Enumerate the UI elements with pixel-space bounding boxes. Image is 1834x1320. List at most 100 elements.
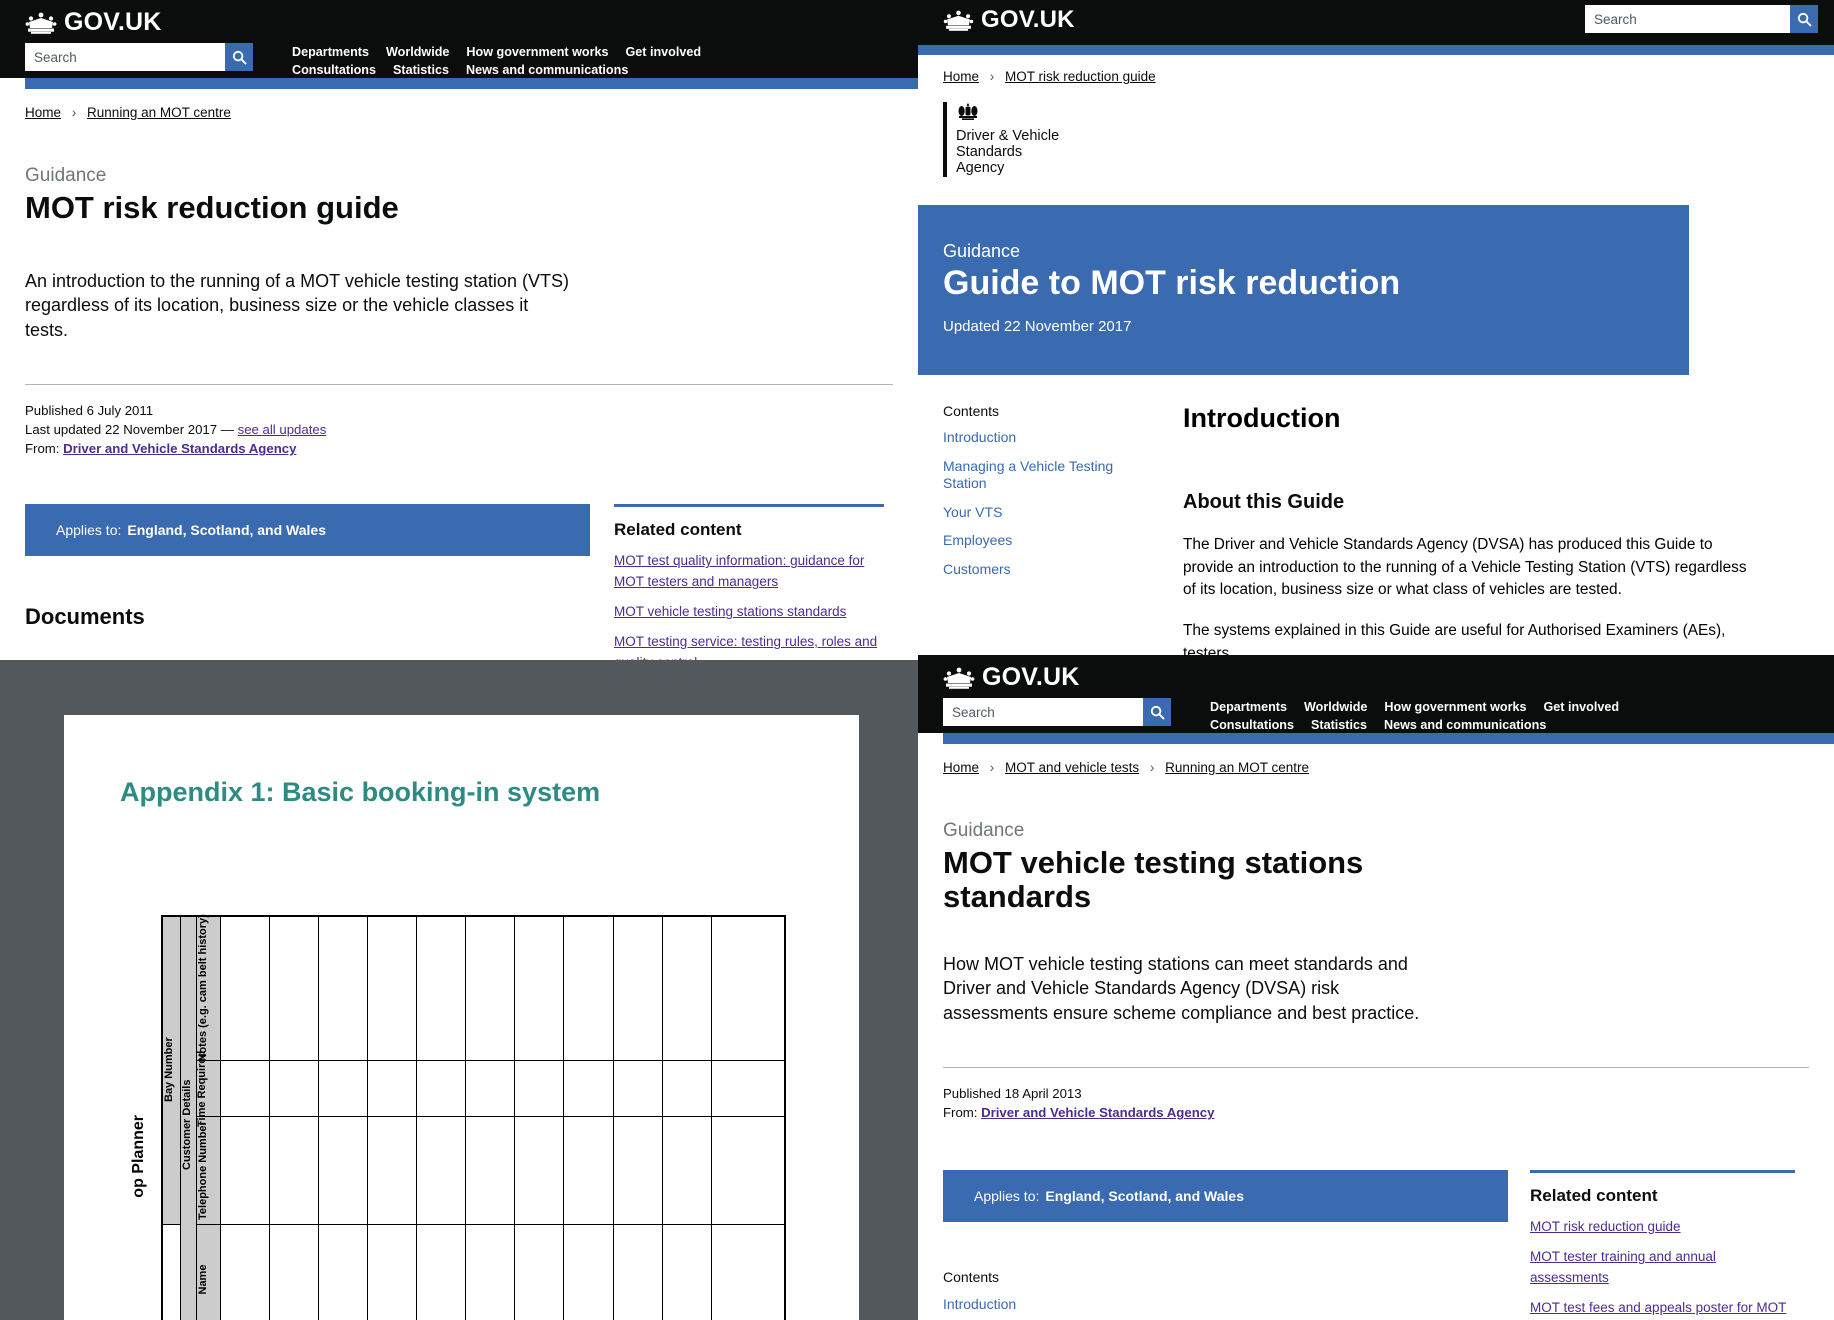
related-link-mot-tester-training[interactable]: MOT tester training and annual assessmen…: [1530, 1249, 1716, 1286]
nav-get-involved[interactable]: Get involved: [1543, 700, 1620, 714]
cell: [612, 1223, 663, 1320]
nav-news-and-communications[interactable]: News and communications: [465, 63, 629, 78]
hero-title: Guide to MOT risk reduction: [943, 263, 1401, 302]
related-link-mot-risk-reduction-guide[interactable]: MOT risk reduction guide: [1530, 1219, 1681, 1235]
contents-item-introduction[interactable]: Introduction: [943, 1296, 1017, 1313]
see-all-updates-link[interactable]: see all updates: [237, 422, 327, 438]
planner-side-label: op Planner: [130, 1115, 147, 1198]
cell: [366, 1059, 418, 1117]
search-button[interactable]: [1790, 5, 1818, 33]
nav-how-government-works[interactable]: How government works: [1384, 700, 1527, 714]
search-box[interactable]: Search: [943, 698, 1171, 726]
contents-label: Contents: [943, 403, 1000, 420]
related-content-rule: [1530, 1170, 1795, 1174]
breadcrumb-home[interactable]: Home: [943, 760, 980, 775]
hero-kicker: Guidance: [943, 240, 1021, 261]
divider: [25, 383, 893, 385]
time-required-label: Time Required: [195, 1049, 208, 1127]
govuk-header: GOV.UK Search Departments Worldwide How …: [918, 655, 1834, 733]
govuk-blue-bar: [918, 45, 1834, 55]
nav-consultations[interactable]: Consultations: [292, 63, 376, 78]
search-icon: [232, 50, 247, 65]
crown-icon: [943, 667, 975, 689]
cell: [465, 915, 516, 1061]
from-organisation-link[interactable]: Driver and Vehicle Standards Agency: [981, 1105, 1215, 1121]
nav-departments[interactable]: Departments: [1210, 700, 1287, 714]
breadcrumb-chevron-icon: ›: [989, 69, 995, 84]
search-button[interactable]: [225, 43, 253, 71]
last-updated-line: Last updated 22 November 2017 — see all …: [25, 420, 893, 439]
table-row: Name: [161, 1223, 786, 1320]
search-input[interactable]: Search: [1585, 5, 1790, 33]
from-organisation-link[interactable]: Driver and Vehicle Standards Agency: [63, 441, 297, 457]
breadcrumb-mot-and-vehicle-tests[interactable]: MOT and vehicle tests: [1005, 760, 1140, 775]
nav-worldwide[interactable]: Worldwide: [1303, 700, 1368, 714]
cell: [465, 1059, 516, 1117]
contents-item-managing-a-vehicle-testing-station[interactable]: Managing a Vehicle Testing Station: [943, 457, 1114, 492]
search-box[interactable]: Search: [25, 43, 253, 71]
header-nav: Departments Worldwide How government wor…: [292, 43, 701, 80]
from-label: From:: [943, 1105, 978, 1121]
search-box[interactable]: Search: [1585, 5, 1818, 33]
breadcrumb-chevron-icon: ›: [1149, 760, 1155, 775]
contents-item-customers[interactable]: Customers: [943, 560, 1011, 577]
nav-worldwide[interactable]: Worldwide: [385, 45, 450, 59]
nav-how-government-works[interactable]: How government works: [466, 45, 609, 59]
cell: [268, 1059, 319, 1117]
related-link-mot-test-quality-information[interactable]: MOT test quality information: guidance f…: [614, 553, 865, 590]
search-button[interactable]: [1143, 698, 1171, 726]
related-content-sidebar: Related content MOT test quality informa…: [614, 504, 884, 660]
nav-news-and-communications[interactable]: News and communications: [1383, 718, 1547, 733]
related-content-rule: [614, 504, 884, 508]
panel-mot-risk-reduction-guide: GOV.UK Search Departments Worldwide How …: [0, 0, 918, 660]
contents-item-employees[interactable]: Employees: [943, 532, 1013, 549]
nav-departments[interactable]: Departments: [292, 45, 369, 59]
cell: [465, 1115, 516, 1225]
panel-guide-to-mot-risk-reduction: GOV.UK Search Home › MOT risk reduction …: [918, 0, 1834, 660]
related-content-title: Related content: [1530, 1186, 1658, 1206]
from-label: From:: [25, 441, 60, 457]
govuk-wordmark: GOV.UK: [982, 663, 1080, 691]
page-kicker: Guidance: [25, 165, 107, 186]
cell: [219, 1059, 270, 1117]
related-link-mot-test-fees-and-appeals-poster[interactable]: MOT test fees and appeals poster for MOT: [1530, 1300, 1787, 1316]
search-input[interactable]: Search: [25, 43, 225, 71]
govuk-logo[interactable]: GOV.UK: [25, 8, 918, 37]
breadcrumb-home[interactable]: Home: [943, 69, 980, 84]
govuk-logo[interactable]: GOV.UK: [943, 663, 1834, 692]
breadcrumb-mot-risk-reduction-guide[interactable]: MOT risk reduction guide: [1005, 69, 1156, 84]
related-link-mot-testing-service[interactable]: MOT testing service: testing rules, role…: [614, 634, 878, 660]
cell: [661, 915, 712, 1061]
subsection-title-about-this-guide: About this Guide: [1183, 491, 1345, 514]
guide-paragraph-1: The Driver and Vehicle Standards Agency …: [1183, 536, 1747, 599]
org-name-line-2: Standards: [956, 144, 1023, 161]
related-link-mot-vehicle-testing-stations-standards[interactable]: MOT vehicle testing stations standards: [614, 604, 847, 620]
page-summary: An introduction to the running of a MOT …: [25, 271, 569, 340]
publication-metadata: Published 18 April 2013 From: Driver and…: [943, 1084, 1809, 1122]
page-kicker: Guidance: [943, 820, 1025, 841]
header-search-and-nav: Search Departments Worldwide How governm…: [25, 43, 918, 80]
panel-mot-vehicle-testing-stations-standards: GOV.UK Search Departments Worldwide How …: [918, 655, 1834, 1320]
royal-arms-icon: [956, 102, 1059, 126]
document-title: Appendix 1: Basic booking-in system: [120, 777, 601, 807]
nav-consultations[interactable]: Consultations: [1210, 718, 1294, 733]
nav-get-involved[interactable]: Get involved: [625, 45, 702, 59]
search-input[interactable]: Search: [943, 698, 1143, 726]
cell: [317, 1059, 368, 1117]
organisation-logo: Driver & Vehicle Standards Agency: [943, 102, 1834, 177]
breadcrumb-running-an-mot-centre[interactable]: Running an MOT centre: [1165, 760, 1309, 775]
cell: [661, 1059, 712, 1117]
nav-statistics[interactable]: Statistics: [392, 63, 449, 78]
applies-to-value: England, Scotland, and Wales: [127, 522, 326, 539]
nav-statistics[interactable]: Statistics: [1310, 718, 1367, 733]
cell: [317, 1223, 368, 1320]
breadcrumb-running-an-mot-centre[interactable]: Running an MOT centre: [87, 105, 231, 120]
breadcrumb-home[interactable]: Home: [25, 105, 62, 120]
contents-item-introduction[interactable]: Introduction: [943, 429, 1017, 446]
cell: [710, 915, 786, 1061]
contents-item-your-vts[interactable]: Your VTS: [943, 503, 1003, 520]
related-content-sidebar: Related content MOT risk reduction guide…: [1530, 1170, 1795, 1319]
govuk-blue-bar: [943, 733, 1834, 744]
table-row: Time Required: [162, 1049, 786, 1127]
govuk-logo[interactable]: GOV.UK: [943, 6, 1075, 34]
